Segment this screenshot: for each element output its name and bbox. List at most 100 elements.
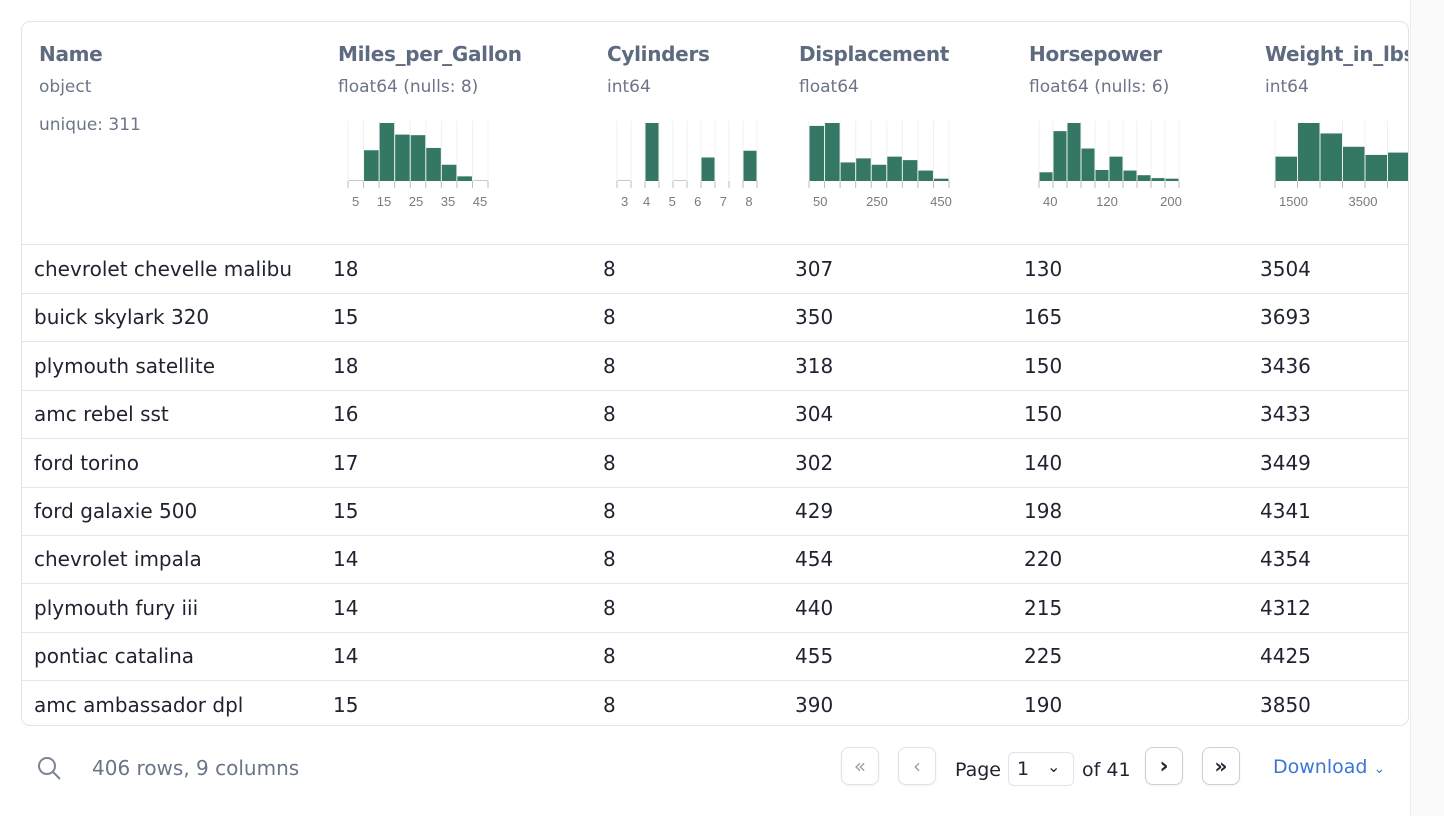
table-cell: 454 <box>795 547 834 572</box>
column-name: Miles_per_Gallon <box>338 42 522 66</box>
first-page-button[interactable]: « <box>841 747 879 785</box>
download-button[interactable]: Download ⌄ <box>1273 756 1385 778</box>
histogram-bar[interactable] <box>1343 146 1365 181</box>
table-cell: 440 <box>795 595 834 620</box>
column-type: object <box>39 77 92 97</box>
histogram-bar[interactable] <box>410 135 426 181</box>
histogram-bar[interactable] <box>1067 123 1081 181</box>
histogram-bar[interactable] <box>395 134 410 181</box>
table-cell: 8 <box>603 499 616 523</box>
table-row[interactable]: ford torino 17 8 302 140 3449 <box>22 439 1408 488</box>
double-chevron-right-icon: » <box>1214 754 1228 778</box>
table-cell: 4312 <box>1260 595 1311 620</box>
table-row[interactable]: amc rebel sst 16 8 304 150 3433 <box>22 390 1408 440</box>
page-select-value: 1 <box>1017 758 1030 780</box>
table-row[interactable]: plymouth fury iii 14 8 440 215 4312 <box>22 584 1408 633</box>
page-total: of 41 <box>1082 759 1131 781</box>
double-chevron-left-icon: « <box>853 754 867 778</box>
table-row[interactable]: plymouth satellite 18 8 318 150 3436 <box>22 342 1408 391</box>
tick-label: 35 <box>441 194 455 209</box>
chevron-down-icon: ⌄ <box>1047 757 1061 776</box>
table-cell: 150 <box>1024 353 1063 378</box>
histogram-bar[interactable] <box>809 125 825 181</box>
histogram-bar[interactable] <box>1123 170 1137 181</box>
histogram-bar[interactable] <box>743 150 757 181</box>
histogram-bar[interactable] <box>1081 148 1095 181</box>
tick-label: 3 <box>621 194 628 209</box>
histogram-bar[interactable] <box>457 176 472 181</box>
histogram-bar[interactable] <box>1109 156 1123 181</box>
table-cell: 215 <box>1024 595 1063 620</box>
search-icon[interactable] <box>36 755 62 785</box>
table-cell: 225 <box>1024 644 1063 669</box>
histogram-bar[interactable] <box>1320 133 1343 181</box>
histogram-bar[interactable] <box>1275 156 1298 181</box>
histogram-bar[interactable] <box>1039 172 1053 181</box>
scrollbar[interactable] <box>1410 0 1444 816</box>
histogram-bar[interactable] <box>1095 169 1109 181</box>
table-cell: 302 <box>795 450 834 475</box>
column-type: float64 (nulls: 8) <box>338 77 479 97</box>
table-cell: pontiac catalina <box>34 644 195 669</box>
histogram-bar[interactable] <box>1365 154 1388 181</box>
table-cell: 390 <box>795 692 834 717</box>
histogram-bar[interactable] <box>933 178 949 181</box>
histogram-bar[interactable] <box>472 180 488 181</box>
column-name: Cylinders <box>607 42 710 66</box>
histogram-bar[interactable] <box>1137 175 1151 181</box>
histogram-bar[interactable] <box>426 147 441 181</box>
table-row[interactable]: amc ambassador dpl 15 8 390 190 3850 <box>22 681 1408 725</box>
unique-count: unique: 311 <box>39 115 141 135</box>
table-cell: 14 <box>333 644 359 669</box>
histogram-bar[interactable] <box>1165 178 1179 181</box>
histogram-bar[interactable] <box>364 150 379 181</box>
table-row[interactable]: ford galaxie 500 15 8 429 198 4341 <box>22 487 1408 536</box>
histogram-bar[interactable] <box>825 123 840 181</box>
table-header: Name object unique: 311 Miles_per_Gallon flo… <box>22 22 1408 245</box>
histogram-bar[interactable] <box>856 158 871 181</box>
table-cell: 17 <box>333 450 359 475</box>
histogram-bar[interactable] <box>902 160 918 181</box>
table-footer: 406 rows, 9 columns « ‹ Page 1 ⌄ of 41 ›… <box>0 745 1444 795</box>
previous-page-button[interactable]: ‹ <box>898 747 936 785</box>
histogram-bar[interactable] <box>1053 131 1067 181</box>
table-cell: chevrolet impala <box>34 547 202 572</box>
histogram-bar[interactable] <box>871 164 887 181</box>
table-row[interactable]: chevrolet chevelle malibu 18 8 307 130 3504 <box>22 245 1408 294</box>
histogram-bar[interactable] <box>887 156 902 181</box>
last-page-button[interactable]: » <box>1202 747 1240 785</box>
table-row[interactable]: buick skylark 320 15 8 350 165 3693 <box>22 293 1408 343</box>
table-cell: 304 <box>795 402 834 427</box>
histogram-bar[interactable] <box>918 170 933 181</box>
histogram-bar[interactable] <box>1298 123 1320 181</box>
tick-label: 200 <box>1160 194 1182 209</box>
histogram-bar[interactable] <box>348 180 364 181</box>
table-row[interactable]: chevrolet impala 14 8 454 220 4354 <box>22 535 1408 585</box>
data-table: Name object unique: 311 Miles_per_Gallon flo… <box>21 21 1409 726</box>
table-cell: buick skylark 320 <box>34 305 210 330</box>
histogram-bar[interactable] <box>1388 152 1409 181</box>
histogram-bar[interactable] <box>441 164 457 181</box>
page-select[interactable]: 1 ⌄ <box>1008 752 1074 786</box>
table-row[interactable]: pontiac catalina 14 8 455 225 4425 <box>22 632 1408 682</box>
table-cell: 318 <box>795 353 834 378</box>
next-page-button[interactable]: › <box>1145 747 1183 785</box>
histogram-bar[interactable] <box>379 123 395 181</box>
table-cell: 8 <box>603 450 616 475</box>
table-cell: 15 <box>333 499 359 523</box>
table-cell: ford galaxie 500 <box>34 499 198 523</box>
histogram-bar[interactable] <box>1151 178 1165 181</box>
table-cell: 3436 <box>1260 353 1311 378</box>
histogram-bar[interactable] <box>645 123 659 181</box>
histogram-bar[interactable] <box>840 162 856 181</box>
histogram-bar[interactable] <box>701 157 715 181</box>
chevron-left-icon: ‹ <box>913 754 921 778</box>
table-cell: 8 <box>603 595 616 620</box>
table-cell: 8 <box>603 305 616 330</box>
histogram-bar[interactable] <box>617 179 631 181</box>
histogram-bar[interactable] <box>673 180 687 181</box>
table-cell: 150 <box>1024 402 1063 427</box>
table-cell: plymouth fury iii <box>34 595 199 620</box>
table-cell: 8 <box>603 257 616 281</box>
table-cell: 455 <box>795 644 834 669</box>
